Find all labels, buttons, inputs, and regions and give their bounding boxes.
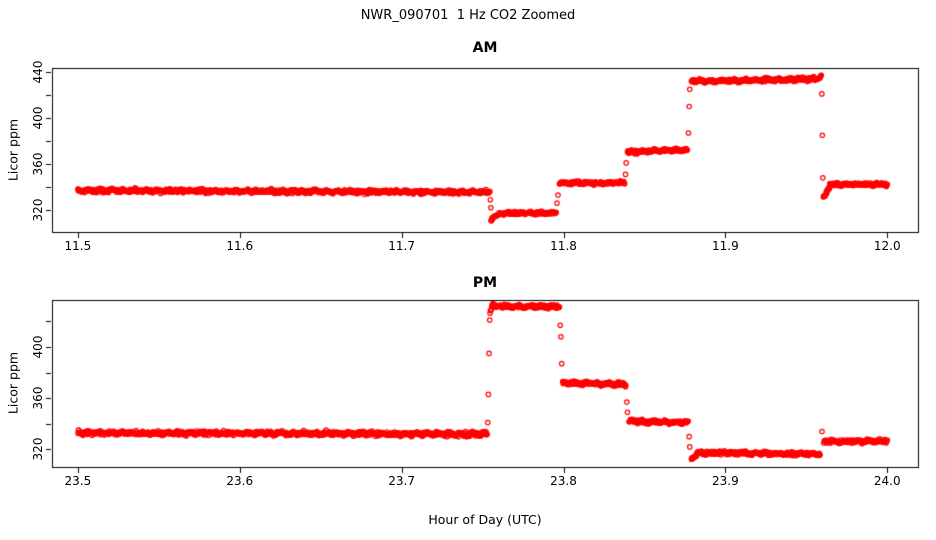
- x-tick-label: 11.9: [712, 239, 739, 253]
- am-panel-title: AM: [472, 40, 498, 56]
- x-tick-label: 11.6: [226, 239, 254, 253]
- x-tick-label: 24.0: [873, 474, 901, 488]
- pm-panel-title: PM: [472, 275, 498, 291]
- y-tick-label: 360: [31, 386, 45, 410]
- am-y-axis-label: Licor ppm: [5, 118, 21, 182]
- x-tick-label: 23.6: [226, 474, 254, 488]
- y-tick-label: 320: [31, 198, 45, 222]
- x-tick-label: 23.7: [388, 474, 415, 488]
- y-tick-label: 400: [31, 335, 45, 359]
- x-tick-label: 23.8: [550, 474, 577, 488]
- y-tick-label: 320: [31, 438, 45, 461]
- y-tick-label: 440: [31, 60, 45, 84]
- x-tick-label: 23.5: [64, 474, 92, 488]
- x-tick-label: 11.7: [388, 239, 415, 253]
- pm-y-axis-label: Licor ppm: [5, 351, 21, 415]
- y-tick-label: 400: [31, 106, 45, 130]
- figure-title: NWR_090701 1 Hz CO2 Zoomed: [360, 8, 576, 23]
- y-tick-label: 360: [31, 152, 45, 176]
- x-tick-label: 11.5: [64, 239, 92, 253]
- x-tick-label: 11.8: [550, 239, 577, 253]
- x-axis-label: Hour of Day (UTC): [428, 512, 542, 527]
- x-tick-label: 23.9: [712, 474, 739, 488]
- x-tick-label: 12.0: [873, 239, 901, 253]
